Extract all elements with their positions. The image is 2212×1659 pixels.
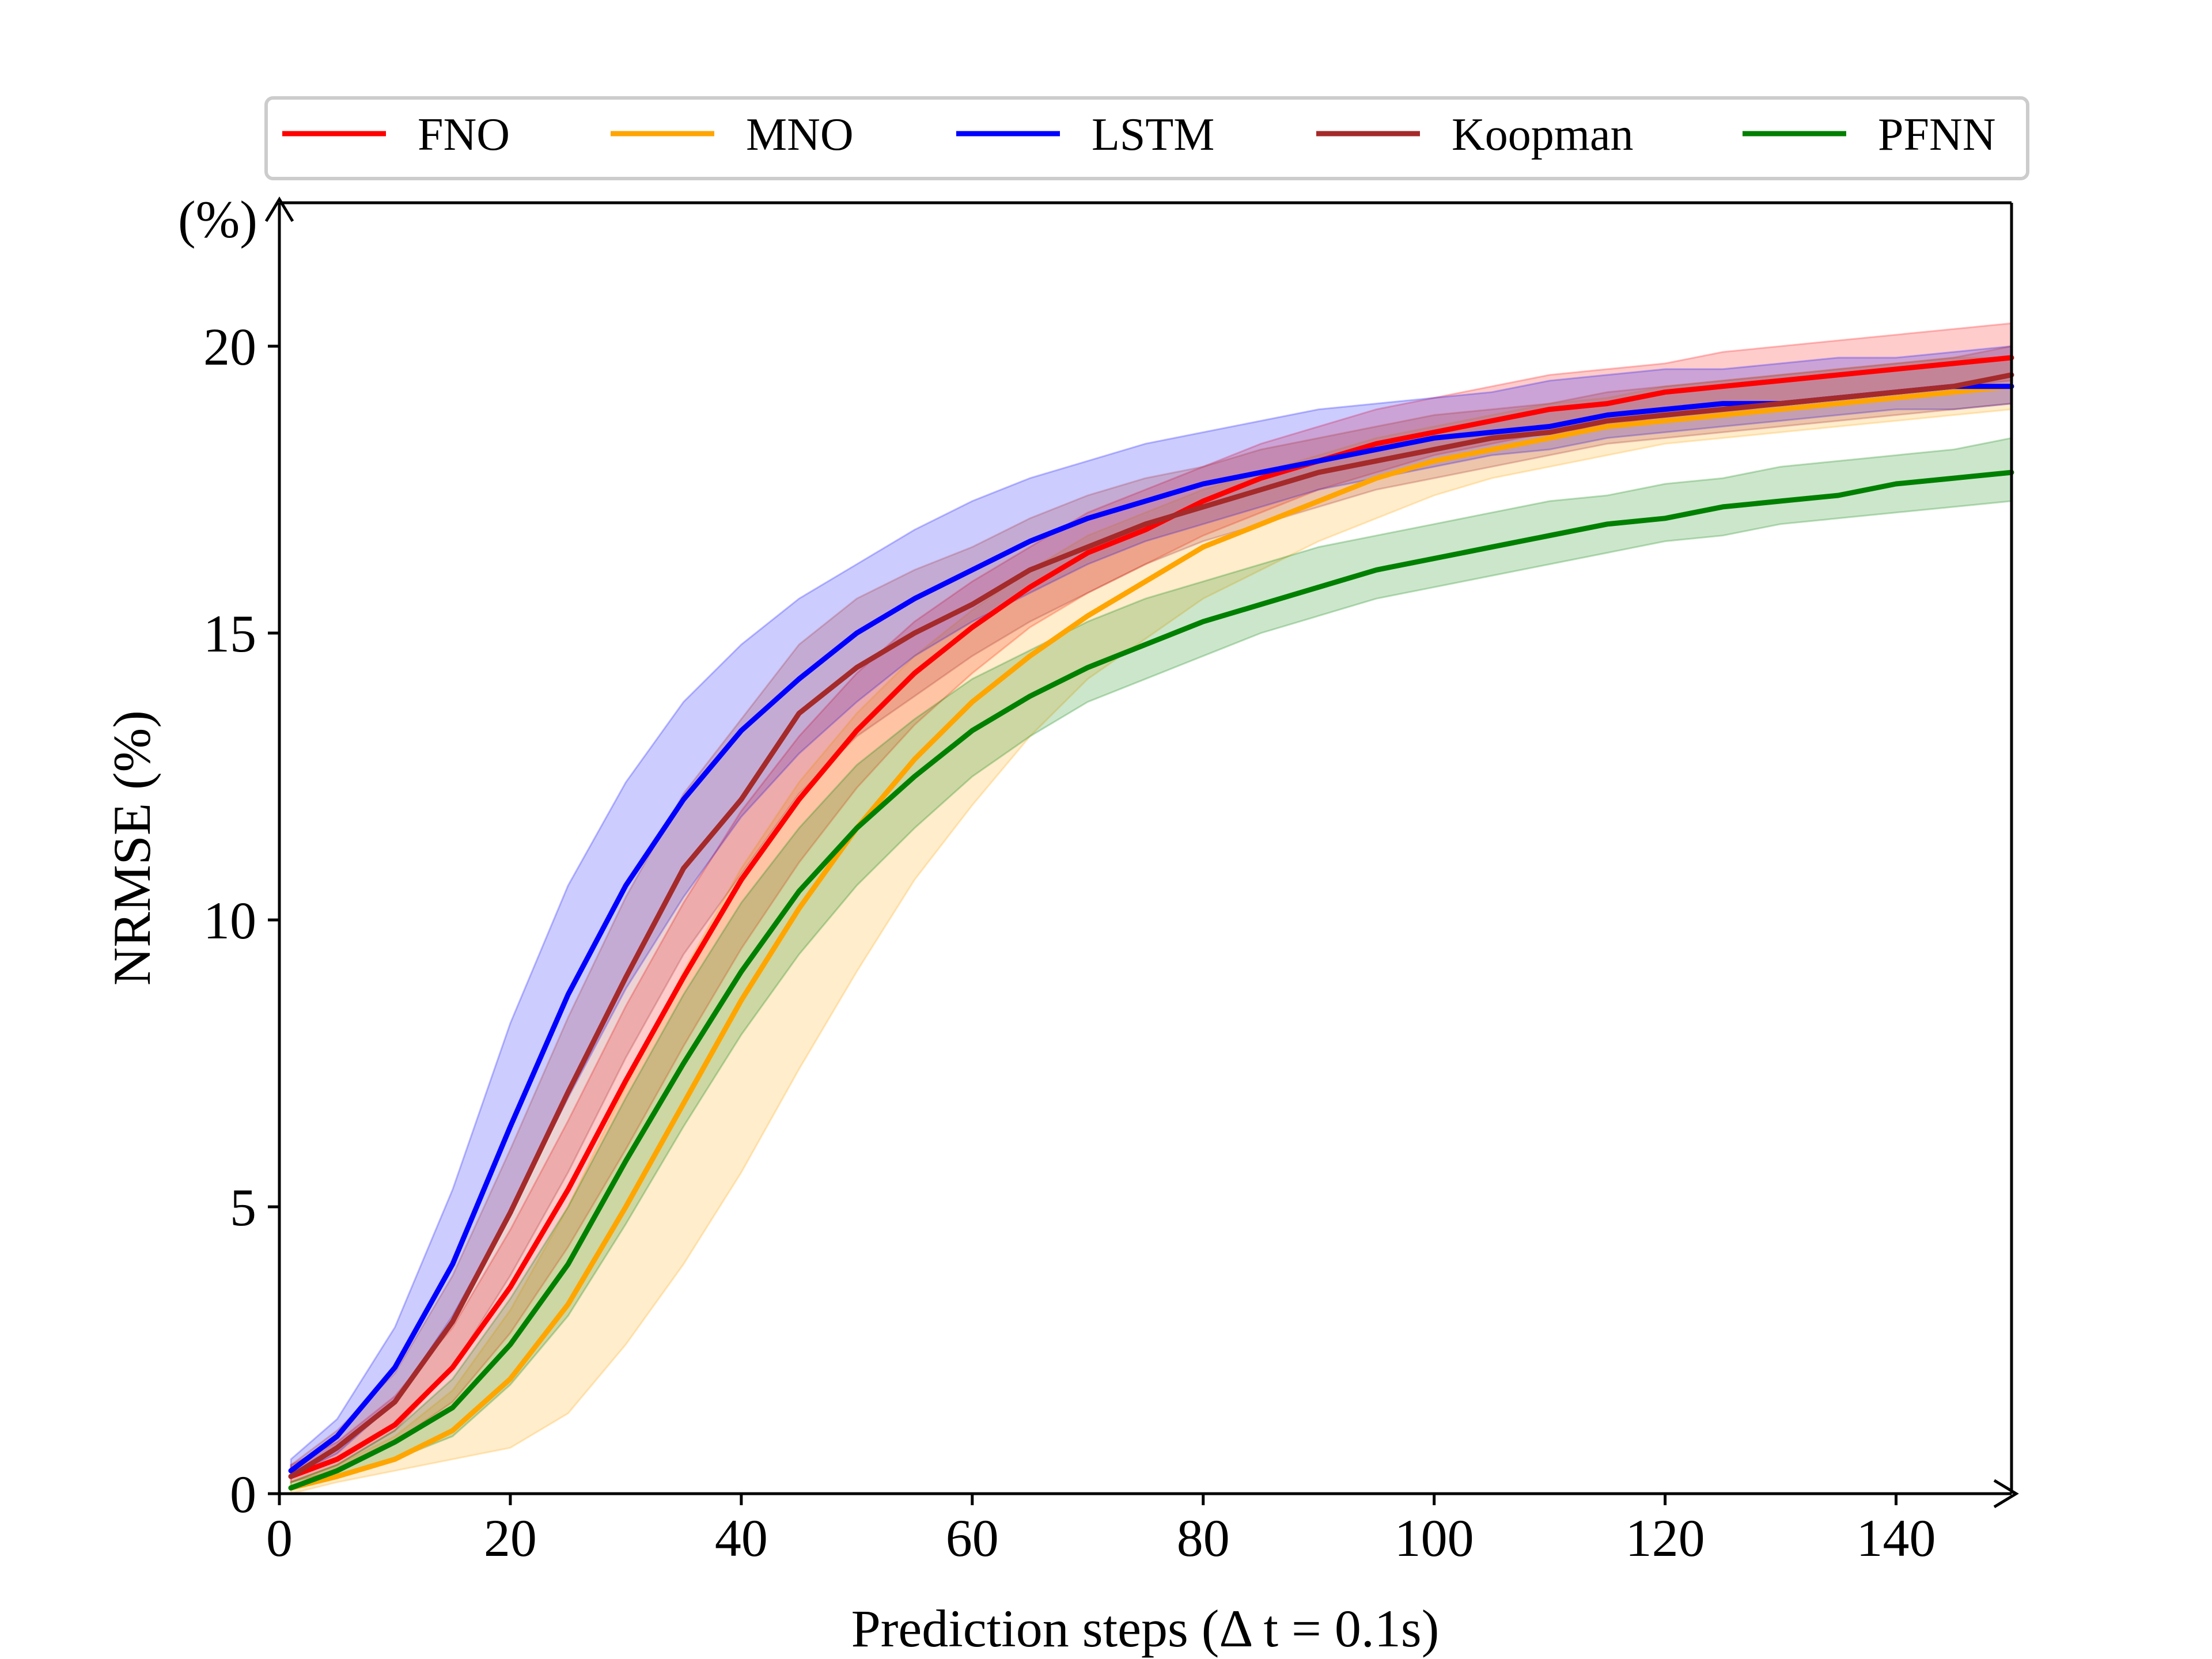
- y-tick-label-0: 0: [230, 1465, 256, 1524]
- legend-label-mno: MNO: [746, 109, 854, 160]
- y-axis-label: NRMSE (%): [103, 710, 161, 986]
- axes: [264, 196, 2019, 1509]
- y-axis-arrow-icon: [264, 196, 294, 222]
- line-mno: [288, 384, 2014, 1491]
- x-tick-label-40: 40: [715, 1509, 768, 1567]
- x-tick-label-140: 140: [1857, 1509, 1936, 1567]
- legend-label-koopman: Koopman: [1452, 109, 1634, 160]
- y-ticks: 0 5 10 15 20: [203, 317, 279, 1524]
- legend-label-pfnn: PFNN: [1878, 109, 1996, 160]
- x-tick-label-120: 120: [1626, 1509, 1705, 1567]
- legend-items: FNO MNO LSTM Koopman PFNN: [282, 109, 1996, 160]
- x-tick-label-20: 20: [484, 1509, 537, 1567]
- series-lines: [288, 355, 2014, 1491]
- x-tick-label-60: 60: [946, 1509, 999, 1567]
- line-koopman: [288, 372, 2014, 1479]
- y-tick-label-15: 15: [203, 604, 256, 663]
- legend: FNO MNO LSTM Koopman PFNN: [264, 96, 2029, 180]
- x-tick-label-80: 80: [1177, 1509, 1230, 1567]
- y-tick-label-20: 20: [203, 317, 256, 376]
- line-fno: [288, 355, 2014, 1479]
- legend-label-fno: FNO: [418, 109, 510, 160]
- confidence-bands: [290, 322, 2013, 1495]
- x-axis-arrow-icon: [1993, 1479, 2019, 1509]
- x-tick-label-0: 0: [266, 1509, 293, 1567]
- legend-label-lstm: LSTM: [1092, 109, 1214, 160]
- x-ticks: 0 20 40 60 80 100 120 140: [266, 1494, 1936, 1567]
- y-unit-label: (%): [178, 190, 257, 249]
- x-axis-label: Prediction steps (Δ t = 0.1s): [851, 1599, 1440, 1658]
- x-tick-label-100: 100: [1395, 1509, 1474, 1567]
- y-tick-label-5: 5: [230, 1178, 256, 1237]
- legend-frame: [264, 96, 2029, 180]
- line-lstm: [288, 384, 2014, 1474]
- line-pfnn: [288, 469, 2014, 1491]
- y-tick-label-10: 10: [203, 891, 256, 950]
